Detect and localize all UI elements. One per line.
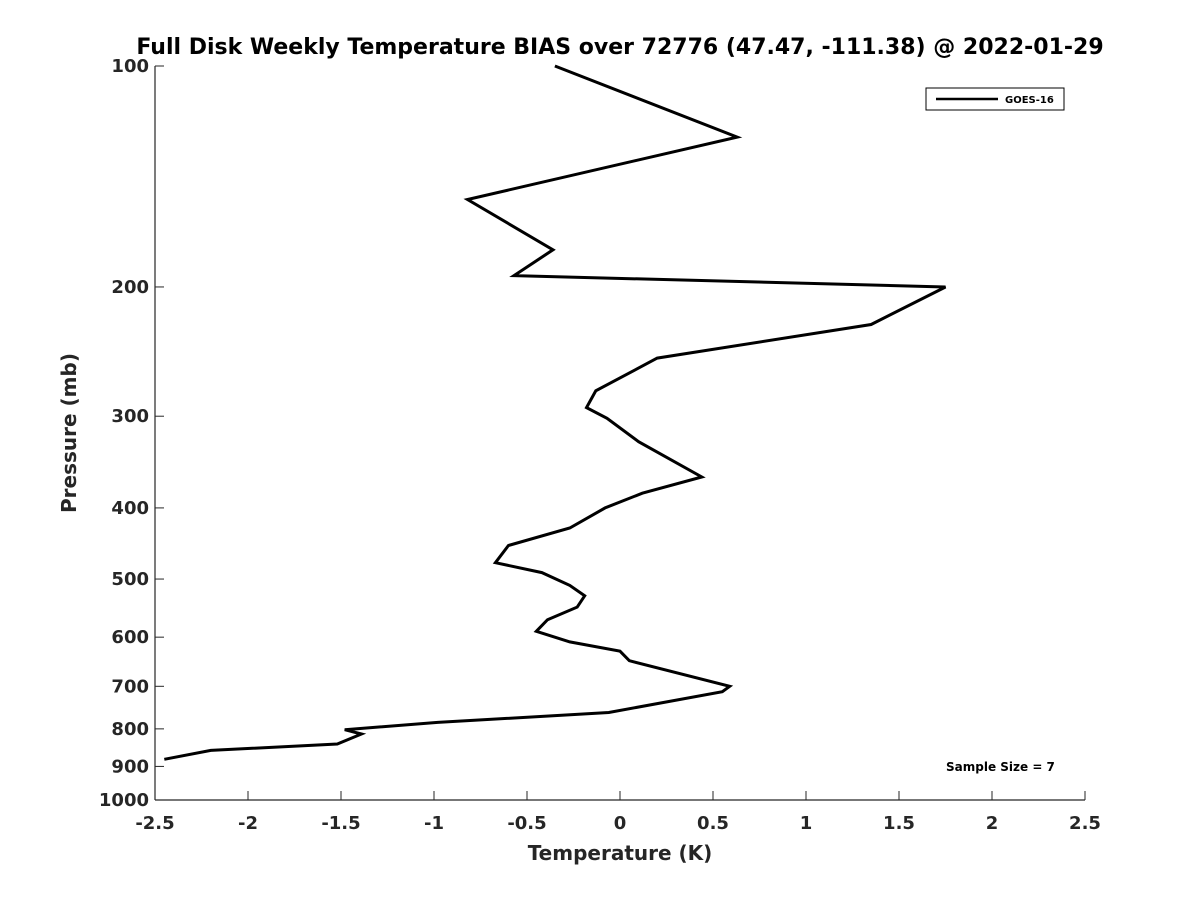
x-tick-label: -0.5 — [507, 813, 546, 834]
legend-label-goes-16: GOES-16 — [1005, 95, 1054, 106]
y-tick-label: 500 — [111, 569, 149, 590]
x-tick-label: 1 — [800, 813, 813, 834]
x-tick-label: -1 — [424, 813, 444, 834]
y-tick-label: 600 — [111, 627, 149, 648]
series-line-goes-16 — [164, 64, 947, 761]
x-tick-label: 2 — [986, 813, 999, 834]
x-tick-label: -1.5 — [321, 813, 360, 834]
y-axis-label: Pressure (mb) — [57, 353, 81, 513]
x-tick-label: 0.5 — [697, 813, 729, 834]
y-tick-label: 700 — [111, 676, 149, 697]
y-tick-label: 300 — [111, 406, 149, 427]
chart-title: Full Disk Weekly Temperature BIAS over 7… — [136, 35, 1103, 60]
x-tick-label: 2.5 — [1069, 813, 1101, 834]
y-tick-label: 1000 — [99, 790, 149, 811]
y-tick-label: 900 — [111, 756, 149, 777]
y-tick-label: 100 — [111, 56, 149, 77]
plot-area — [155, 66, 1085, 800]
x-axis-ticks: -2.5 -2 -1.5 -1 -0.5 0 0.5 1 1.5 2 2.5 — [135, 791, 1101, 834]
y-tick-label: 200 — [111, 277, 149, 298]
y-tick-label: 400 — [111, 498, 149, 519]
x-tick-label: 1.5 — [883, 813, 915, 834]
legend: GOES-16 — [925, 87, 1065, 111]
x-axis-label: Temperature (K) — [528, 841, 713, 865]
x-tick-label: 0 — [614, 813, 627, 834]
y-tick-label: 800 — [111, 719, 149, 740]
x-tick-label: -2.5 — [135, 813, 174, 834]
x-tick-label: -2 — [238, 813, 258, 834]
series-layer — [164, 64, 947, 761]
y-axis-ticks: 100 200 300 400 500 600 700 800 900 1000 — [99, 56, 164, 811]
sample-size-annotation: Sample Size = 7 — [946, 760, 1055, 774]
